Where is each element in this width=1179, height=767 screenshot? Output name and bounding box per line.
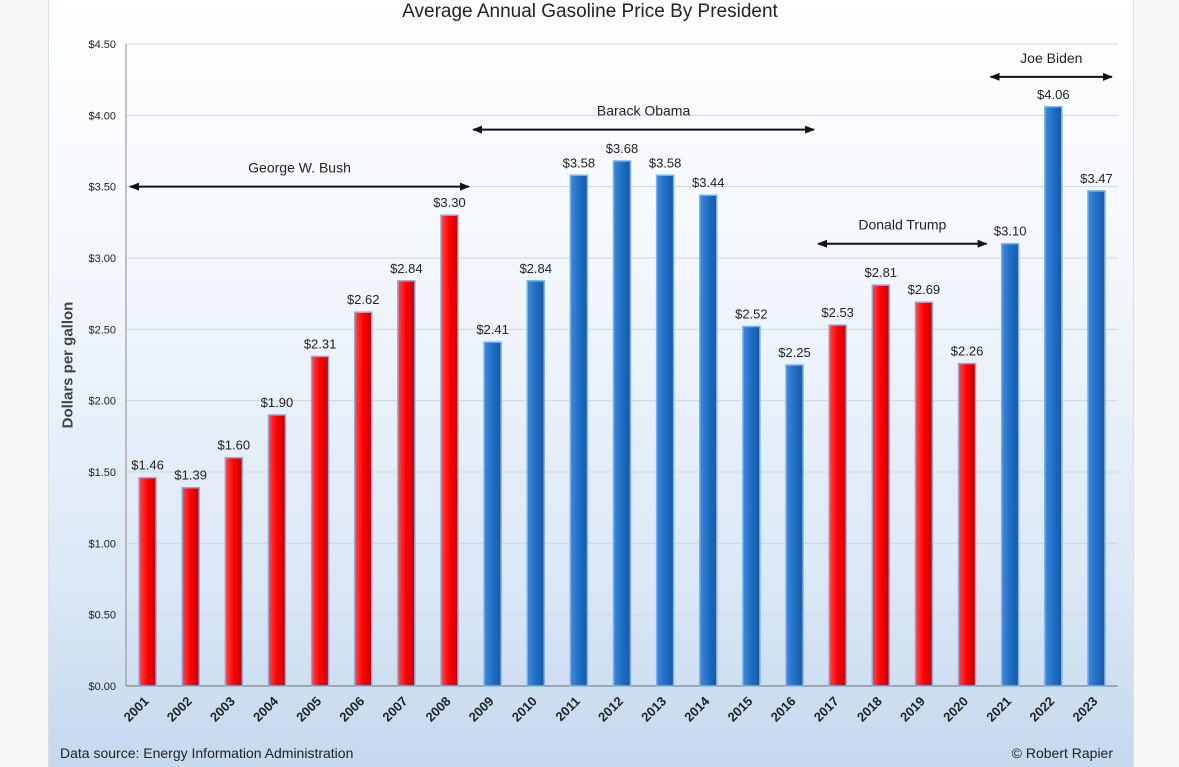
bar-2021 (1000, 242, 1020, 687)
y-tick-label: $4.00 (88, 110, 116, 122)
y-tick-label: $4.50 (88, 39, 116, 51)
x-tick-label-2017: 2017 (811, 694, 842, 725)
bar-2017 (828, 324, 847, 687)
x-tick-label-2023: 2023 (1069, 694, 1100, 725)
bar-2011 (569, 174, 589, 687)
value-label-2020: $2.26 (951, 344, 984, 359)
bar-2014 (699, 194, 718, 687)
x-tick-label-2010: 2010 (509, 694, 540, 725)
x-tick-label-2004: 2004 (250, 693, 282, 725)
x-tick-label-2003: 2003 (207, 694, 238, 725)
x-tick-label-2021: 2021 (983, 694, 1014, 725)
value-label-2007: $2.84 (390, 261, 423, 276)
bar-2019 (914, 301, 934, 687)
x-tick-label-2012: 2012 (595, 694, 626, 725)
y-tick-label: $3.00 (88, 253, 116, 265)
data-source-note: Data source: Energy Information Administ… (60, 745, 354, 761)
x-tick-label-2002: 2002 (164, 694, 195, 725)
x-tick-label-2014: 2014 (681, 693, 713, 725)
bar-2018 (871, 284, 891, 687)
bar-2007 (397, 280, 416, 687)
y-tick-label: $1.00 (88, 538, 116, 550)
x-tick-label-2022: 2022 (1026, 694, 1057, 725)
y-tick-label: $2.50 (88, 324, 116, 336)
x-tick-label-2005: 2005 (293, 694, 324, 725)
x-tick-label-2013: 2013 (638, 694, 669, 725)
value-label-2002: $1.39 (174, 468, 207, 483)
y-tick-label: $3.50 (88, 182, 116, 194)
value-label-2023: $3.47 (1080, 171, 1113, 186)
x-tick-label-2020: 2020 (940, 694, 971, 725)
x-tick-label-2001: 2001 (121, 694, 152, 725)
bar-2001 (138, 476, 157, 687)
value-label-2018: $2.81 (865, 265, 898, 280)
x-tick-label-2006: 2006 (336, 694, 367, 725)
y-tick-label: $2.00 (88, 396, 116, 408)
value-label-2001: $1.46 (131, 458, 164, 473)
x-tick-label-2009: 2009 (466, 694, 497, 725)
president-range-label: Donald Trump (858, 217, 946, 233)
chart-title: Average Annual Gasoline Price By Preside… (402, 1, 778, 22)
bar-2005 (310, 355, 330, 687)
president-range-label: George W. Bush (248, 160, 351, 176)
bar-2003 (224, 456, 244, 687)
bar-2004 (267, 414, 287, 687)
bar-2006 (353, 311, 373, 687)
x-tick-label-2015: 2015 (724, 694, 755, 725)
value-label-2014: $3.44 (692, 175, 725, 190)
bar-2015 (742, 325, 761, 687)
bar-2013 (655, 174, 675, 687)
x-tick-label-2008: 2008 (423, 694, 454, 725)
value-label-2003: $1.60 (218, 438, 251, 453)
president-range-label: Barack Obama (597, 103, 691, 119)
value-label-2005: $2.31 (304, 336, 337, 351)
y-tick-label: $0.50 (88, 610, 116, 622)
bar-2020 (957, 362, 977, 687)
bar-2002 (181, 486, 200, 687)
x-tick-label-2019: 2019 (897, 694, 928, 725)
copyright-credit: © Robert Rapier (1011, 745, 1113, 761)
bar-2010 (526, 280, 545, 687)
bar-2016 (785, 364, 804, 687)
x-tick-label-2016: 2016 (768, 694, 799, 725)
y-tick-label: $0.00 (88, 681, 116, 693)
value-label-2022: $4.06 (1037, 87, 1070, 102)
value-label-2010: $2.84 (519, 261, 552, 276)
value-label-2009: $2.41 (476, 322, 509, 337)
y-tick-label: $1.50 (88, 467, 116, 479)
value-label-2013: $3.58 (649, 155, 682, 170)
value-label-2012: $3.68 (606, 141, 639, 156)
value-label-2017: $2.53 (821, 305, 854, 320)
x-tick-label-2018: 2018 (854, 694, 885, 725)
value-label-2008: $3.30 (433, 195, 466, 210)
value-label-2011: $3.58 (563, 155, 596, 170)
president-range-label: Joe Biden (1020, 50, 1082, 66)
x-tick-label-2007: 2007 (379, 694, 410, 725)
value-label-2006: $2.62 (347, 292, 380, 307)
x-tick-label-2011: 2011 (552, 694, 583, 725)
value-label-2016: $2.25 (778, 345, 811, 360)
value-label-2015: $2.52 (735, 306, 768, 321)
value-label-2019: $2.69 (908, 282, 941, 297)
value-label-2004: $1.90 (261, 395, 294, 410)
bar-2012 (612, 160, 632, 687)
bar-2023 (1087, 190, 1106, 687)
value-label-2021: $3.10 (994, 224, 1027, 239)
bar-2022 (1044, 106, 1063, 687)
bar-2008 (440, 214, 459, 687)
bar-2009 (483, 341, 502, 687)
